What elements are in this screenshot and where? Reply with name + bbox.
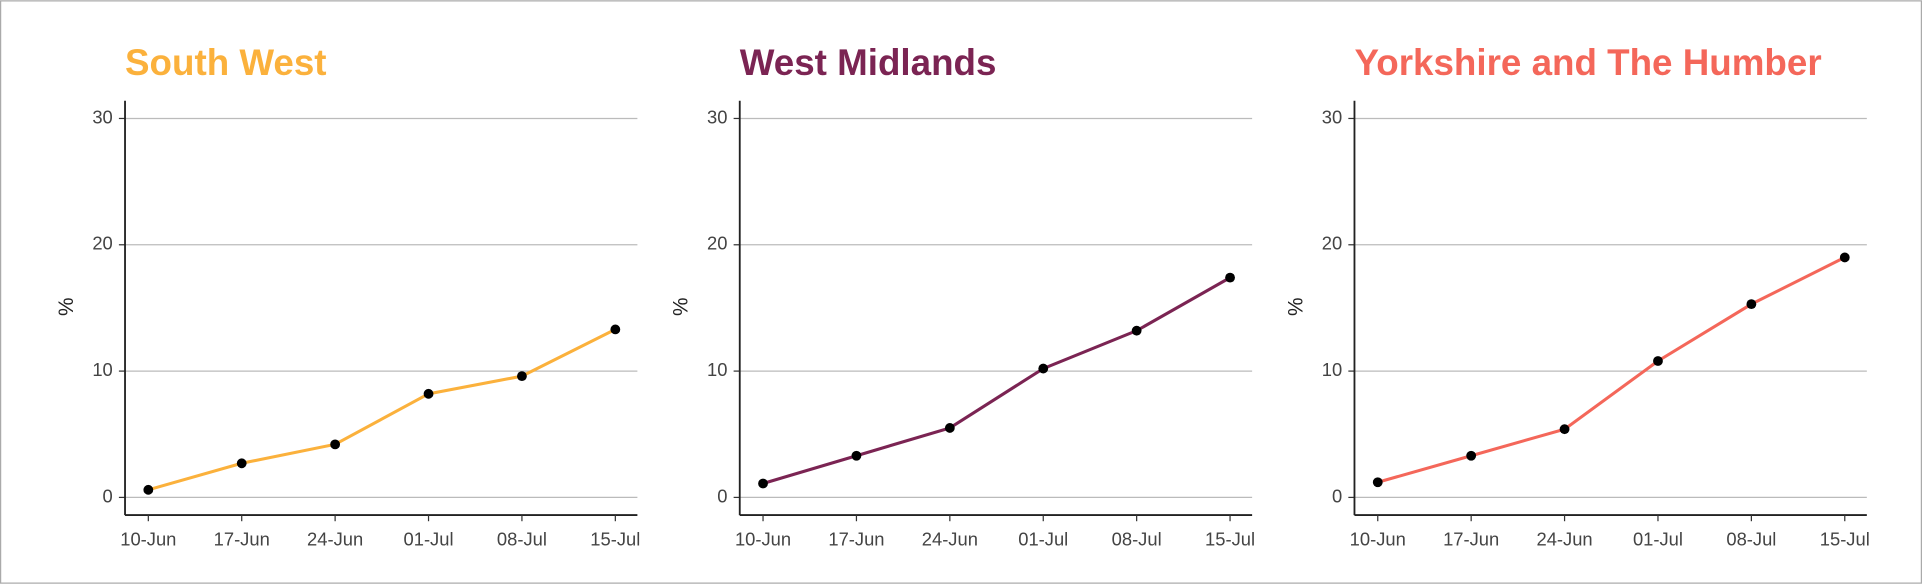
y-tick-label: 10 xyxy=(707,359,727,380)
data-point xyxy=(944,423,955,433)
x-tick-label: 01-Jul xyxy=(1633,529,1683,550)
chart-title: Yorkshire and The Humber xyxy=(1354,42,1821,83)
y-tick-label: 20 xyxy=(92,233,112,254)
x-tick-label: 24-Jun xyxy=(307,529,363,550)
x-tick-label: 10-Jun xyxy=(735,529,791,550)
x-tick-label: 10-Jun xyxy=(120,529,176,550)
y-axis-label: % xyxy=(670,297,693,316)
y-axis-label: % xyxy=(55,297,78,316)
data-point xyxy=(1038,363,1049,374)
y-tick-label: 20 xyxy=(707,233,727,254)
y-tick-label: 20 xyxy=(1322,233,1342,254)
x-tick-label: 17-Jun xyxy=(214,529,270,550)
y-tick-label: 30 xyxy=(1322,106,1342,127)
x-tick-label: 08-Jul xyxy=(497,529,547,550)
x-tick-label: 15-Jul xyxy=(1205,529,1255,550)
data-point xyxy=(1131,325,1142,336)
y-tick-label: 10 xyxy=(1322,359,1342,380)
x-tick-label: 10-Jun xyxy=(1350,529,1406,550)
data-point xyxy=(1225,272,1235,283)
x-tick-label: 08-Jul xyxy=(1112,529,1162,550)
x-tick-label: 15-Jul xyxy=(590,529,640,550)
series-line xyxy=(762,276,1231,485)
x-tick-label: 24-Jun xyxy=(922,529,978,550)
x-tick-label: 01-Jul xyxy=(404,529,454,550)
x-tick-label: 15-Jul xyxy=(1820,529,1870,550)
data-point xyxy=(330,439,341,450)
data-point xyxy=(517,371,527,382)
data-point xyxy=(610,324,621,335)
y-tick-label: 0 xyxy=(103,485,113,506)
x-tick-label: 08-Jul xyxy=(1726,529,1776,550)
x-tick-label: 17-Jun xyxy=(828,529,884,550)
y-tick-label: 0 xyxy=(1332,485,1342,506)
x-tick-label: 01-Jul xyxy=(1018,529,1068,550)
data-point xyxy=(1559,424,1570,435)
y-tick-label: 30 xyxy=(707,106,727,127)
x-tick-label: 17-Jun xyxy=(1443,529,1499,550)
data-point xyxy=(758,478,768,489)
y-tick-label: 0 xyxy=(717,485,727,506)
data-point xyxy=(1839,252,1850,263)
x-tick-label: 24-Jun xyxy=(1536,529,1592,550)
series-line xyxy=(1377,256,1846,484)
series-line xyxy=(147,328,617,492)
data-point xyxy=(143,484,154,495)
y-tick-label: 10 xyxy=(92,359,112,380)
y-axis-label: % xyxy=(1284,297,1307,316)
data-point xyxy=(1372,477,1383,488)
data-point xyxy=(1466,450,1477,461)
data-point xyxy=(851,450,862,461)
data-point xyxy=(1653,356,1663,366)
chart-title: West Midlands xyxy=(740,42,997,83)
data-point xyxy=(236,458,247,469)
y-tick-label: 30 xyxy=(92,106,112,127)
chart-title: South West xyxy=(125,42,327,83)
data-point xyxy=(1746,299,1757,310)
data-point xyxy=(423,388,434,399)
